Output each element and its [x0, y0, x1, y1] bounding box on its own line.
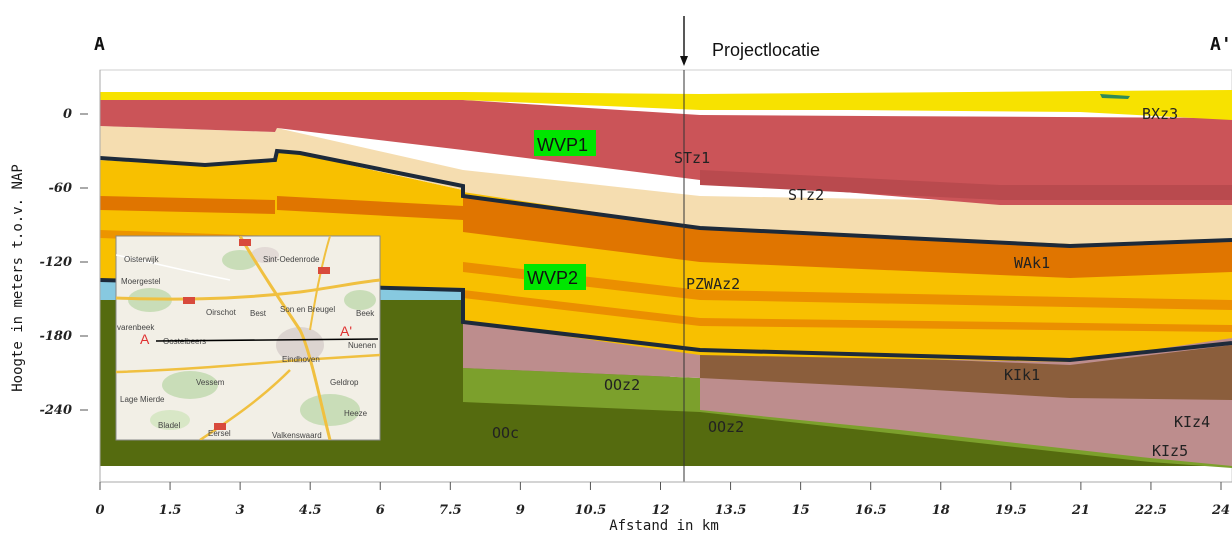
map-forest: [344, 290, 376, 310]
boundary-upper: [100, 148, 1232, 249]
map-highway-shield: [214, 423, 226, 430]
y-tick-60: -60: [49, 181, 73, 196]
right-end-label: A': [1210, 34, 1232, 55]
map-forest: [150, 410, 190, 430]
map-forest: [300, 394, 360, 426]
wvp2-highlight: [524, 264, 586, 290]
map-place: Oirschot: [206, 308, 237, 317]
band-orange-2: [463, 290, 1232, 332]
band-orange-3: [100, 196, 275, 214]
unit-kik1: KIk1: [1004, 366, 1040, 384]
map-section-start: A: [140, 331, 150, 347]
y-tick-0: 0: [63, 107, 72, 122]
map-urban: [276, 327, 324, 363]
left-end-label: A: [94, 34, 105, 55]
y-tick-240: -240: [39, 403, 72, 418]
boundary-lower: [100, 278, 1232, 363]
aquifer-wvp1: WVP1: [537, 135, 588, 155]
x-tick-label: 22.5: [1134, 503, 1167, 518]
x-tick-label: 9: [516, 503, 525, 518]
x-tick-label: 18: [932, 503, 950, 518]
inset-map: Oisterwijk Sint-Oedenrode Moergestel Son…: [115, 235, 381, 441]
map-place: Eersel: [208, 429, 231, 438]
unit-kiz4: KIz4: [1174, 413, 1210, 431]
band-orange-1: [463, 262, 1232, 310]
y-axis: 0 -60 -120 -180 -240 Hoogte in meters t.…: [10, 70, 101, 482]
map-forest: [162, 371, 218, 399]
layer-bxz3: [100, 90, 1232, 120]
y-axis-label: Hoogte in meters t.o.v. NAP: [10, 164, 26, 392]
map-place: Beek: [356, 309, 375, 318]
map-road: [309, 236, 331, 331]
unit-pzwaz2: PZWAz2: [686, 275, 740, 293]
unit-ooz2-b: OOz2: [708, 418, 744, 436]
layer-kik1: [700, 345, 1232, 400]
map-road: [199, 369, 291, 440]
map-road: [116, 353, 380, 374]
unit-wak1: WAk1: [1014, 254, 1050, 272]
layer-top-patch: [1100, 94, 1130, 99]
map-place: Lage Mierde: [120, 395, 165, 404]
map-road: [116, 254, 231, 281]
layer-stz1: [100, 100, 1232, 205]
unit-stz1: STz1: [674, 149, 710, 167]
unit-ooz2-a: OOz2: [604, 376, 640, 394]
y-tick-120: -120: [39, 255, 72, 270]
x-tick-label: 19.5: [995, 503, 1027, 518]
x-tick-label: 13.5: [715, 503, 747, 518]
band-orange-4: [277, 196, 463, 220]
layer-stz2: [700, 170, 1232, 200]
map-highway-shield: [318, 267, 330, 274]
map-place: Heeze: [344, 409, 368, 418]
map-place: Nuenen: [348, 341, 376, 350]
aquifer-wvp2: WVP2: [527, 268, 578, 288]
x-tick-label: 24: [1211, 503, 1230, 518]
map-place: Vessem: [196, 378, 225, 387]
x-tick-label: 16.5: [855, 503, 887, 518]
x-tick-label: 0: [95, 503, 104, 518]
unit-bxz3: BXz3: [1142, 105, 1178, 123]
map-place: Oisterwijk: [124, 255, 160, 264]
map-place: Eindhoven: [282, 355, 320, 364]
map-place: Moergestel: [121, 277, 161, 286]
unit-stz2: STz2: [788, 186, 824, 204]
unit-ooc: OOc: [492, 424, 519, 442]
x-tick-label: 4.5: [299, 503, 322, 518]
x-axis: 0 1.5 3 4.5 6 7.5 9 10.5 12 13.5 15 16.5 18 19.5 21 22.…: [95, 481, 1232, 534]
wvp1-highlight: [534, 130, 596, 156]
map-place: Sint-Oedenrode: [263, 255, 320, 264]
map-place: Son en Breugel: [280, 305, 335, 314]
map-section-end: A': [340, 323, 352, 339]
x-tick-label: 21: [1071, 503, 1090, 518]
y-tick-180: -180: [39, 329, 72, 344]
x-tick-label: 6: [376, 503, 385, 518]
map-place: Geldrop: [330, 378, 359, 387]
project-arrow-head: [680, 56, 688, 66]
unit-kiz5: KIz5: [1152, 442, 1188, 460]
map-place: varenbeek: [117, 323, 155, 332]
project-label: Projectlocatie: [712, 40, 820, 60]
x-tick-label: 12: [651, 503, 669, 518]
x-tick-label: 1.5: [159, 503, 182, 518]
map-place: Bladel: [158, 421, 180, 430]
map-place: Valkenswaard: [272, 431, 322, 440]
x-tick-label: 10.5: [575, 503, 607, 518]
map-road: [238, 236, 332, 440]
map-section-line: [155, 338, 379, 342]
x-tick-label: 3: [236, 503, 245, 518]
x-tick-label: 7.5: [439, 503, 462, 518]
map-place: Best: [250, 309, 267, 318]
map-highway-shield: [183, 297, 195, 304]
x-axis-label: Afstand in km: [609, 518, 719, 534]
map-forest: [222, 250, 258, 270]
map-urban: [251, 247, 279, 263]
x-tick-label: 15: [792, 503, 810, 518]
map-highway-shield: [239, 239, 251, 246]
layer-beige: [100, 126, 1232, 244]
